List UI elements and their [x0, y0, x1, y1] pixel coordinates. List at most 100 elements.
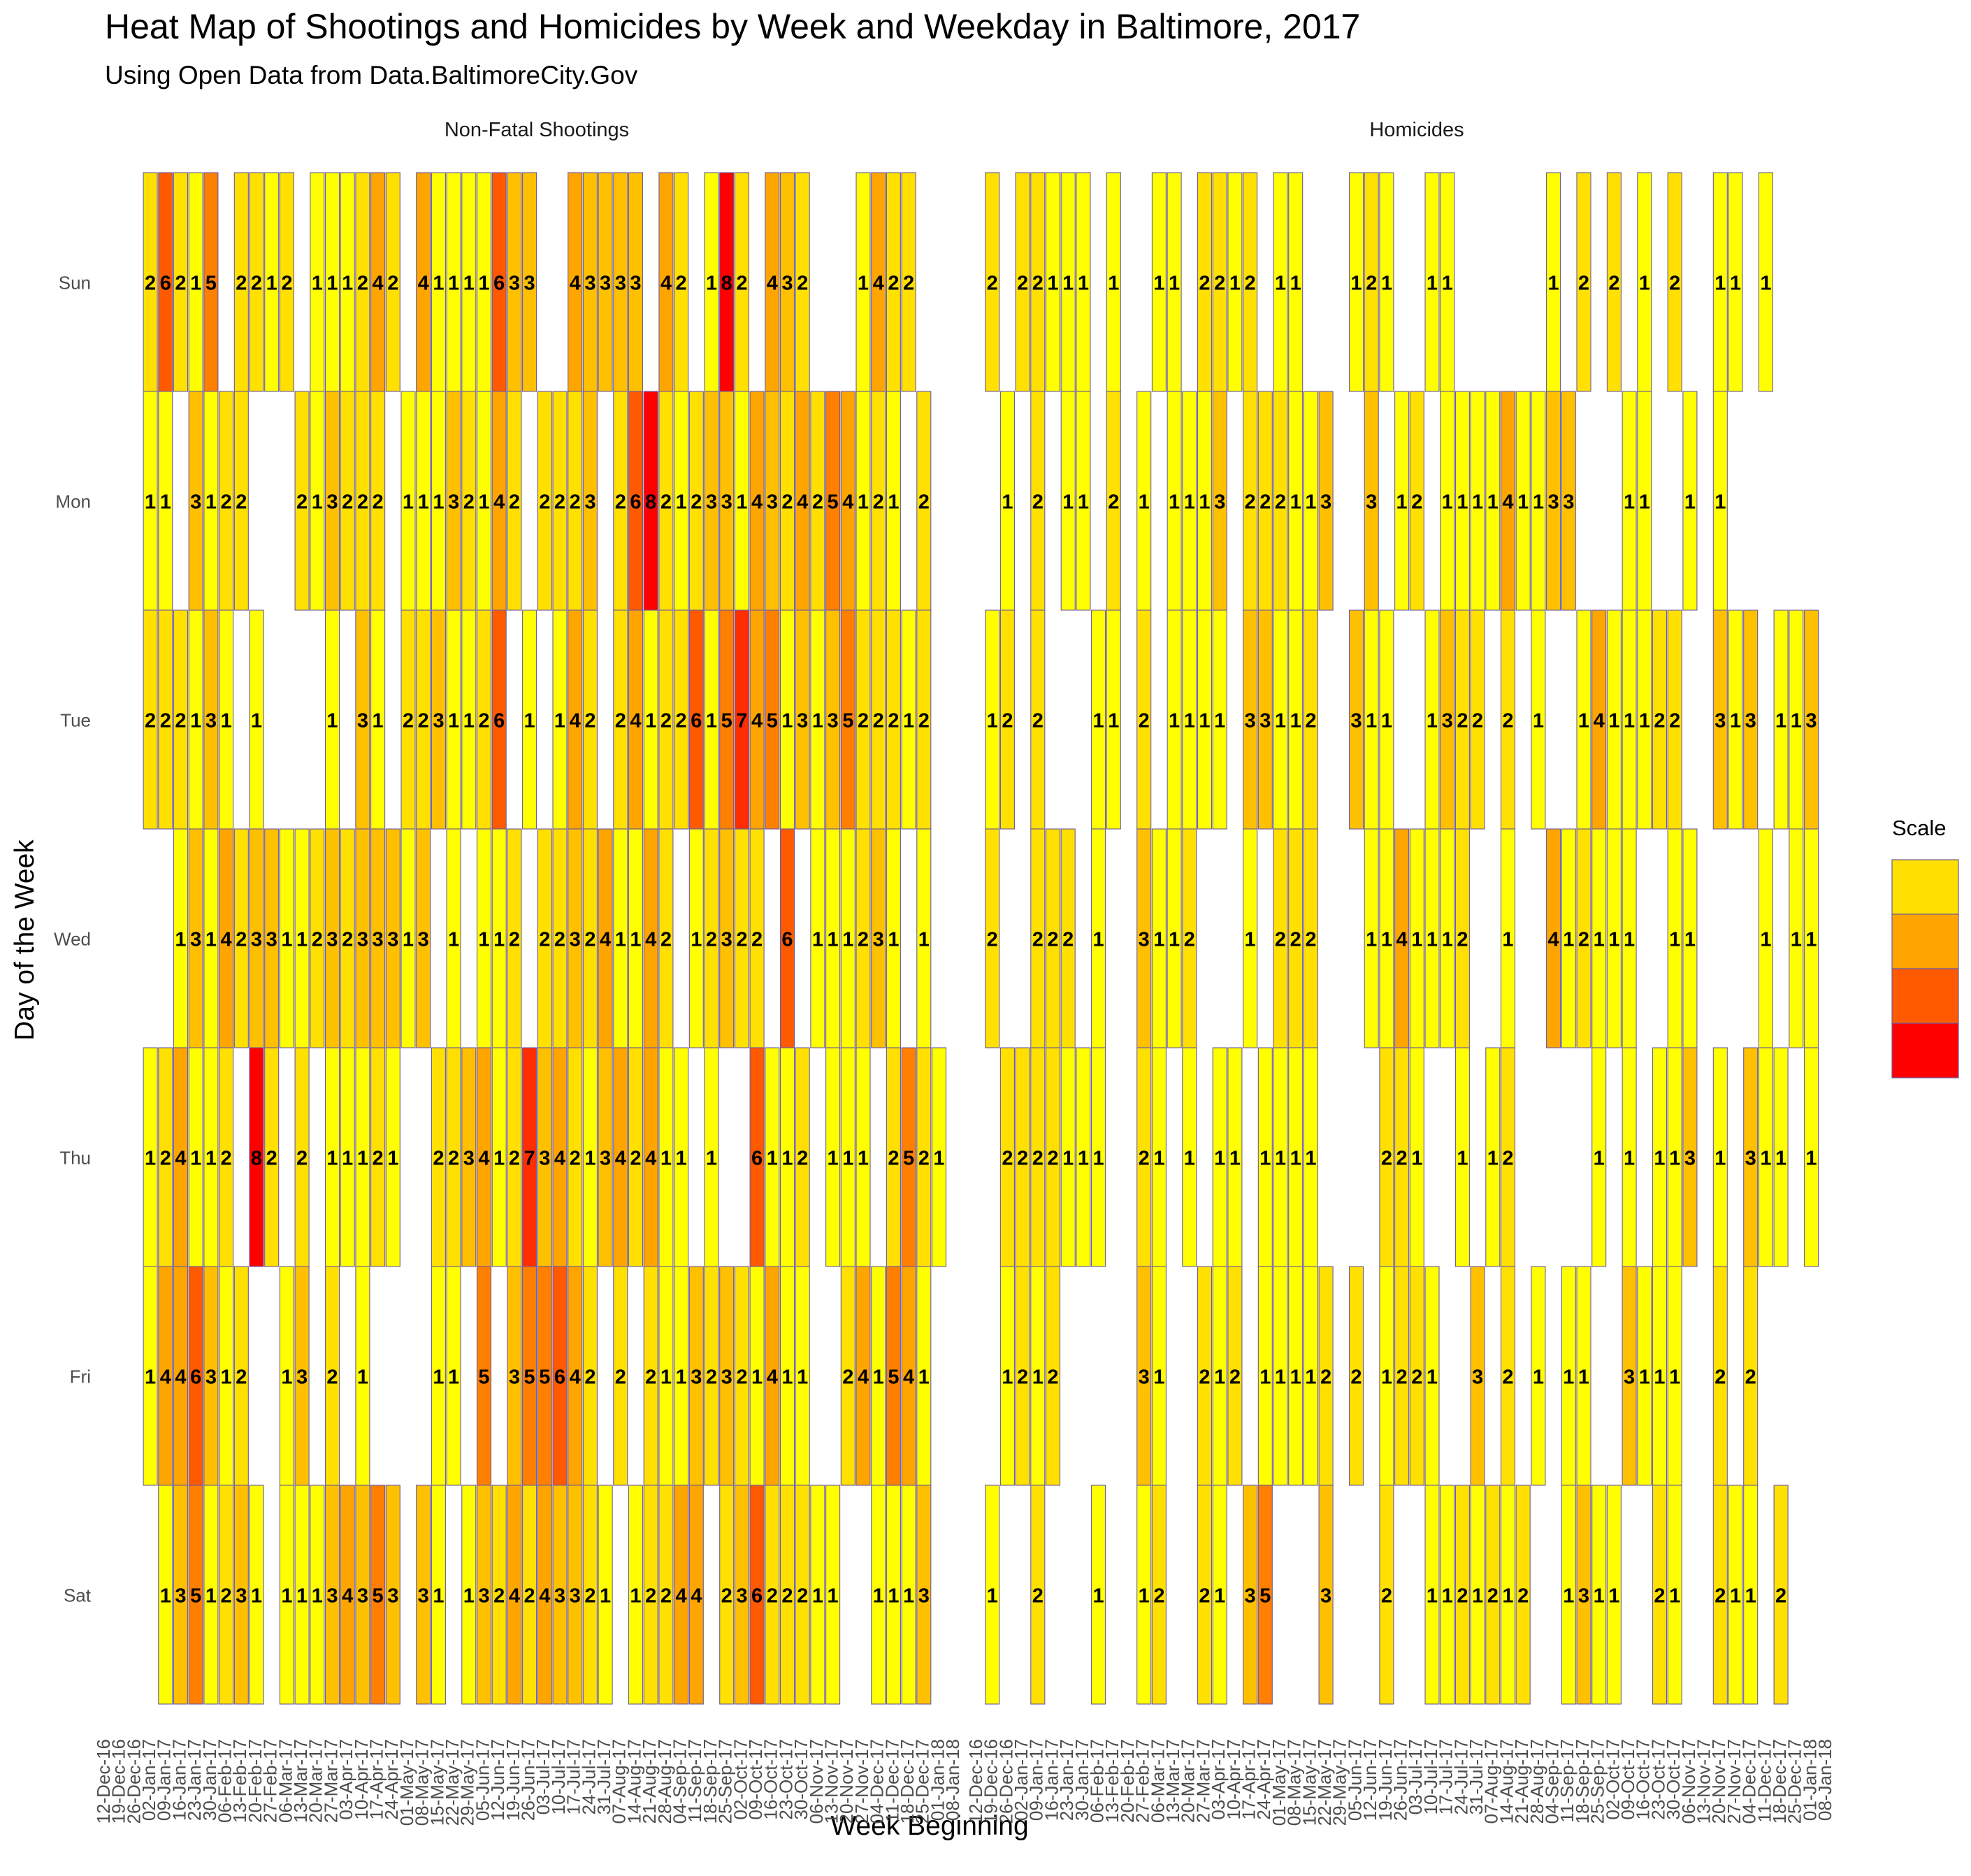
tile-value: 1	[1714, 1148, 1726, 1170]
tile-value: 2	[706, 1366, 717, 1389]
tile-value: 2	[1457, 1585, 1468, 1608]
tile-value: 2	[145, 710, 156, 733]
tile-value: 1	[251, 1585, 262, 1608]
tile-value: 2	[1032, 1148, 1044, 1170]
heat-tile	[340, 1485, 355, 1705]
tile-value: 2	[1062, 929, 1074, 951]
x-tick-label: 11-Sep-17	[684, 1739, 705, 1823]
x-tick-label: 17-Jul-17	[563, 1739, 584, 1814]
heat-tile	[324, 1485, 340, 1705]
heat-tile	[264, 172, 280, 392]
tile-value: 1	[1169, 273, 1180, 295]
tile-value: 1	[281, 1366, 292, 1389]
heat-tile	[1637, 1266, 1652, 1486]
tile-value: 1	[676, 491, 687, 514]
heat-tile	[871, 1485, 886, 1705]
heat-tile	[340, 391, 355, 611]
x-tick-label: 01-Jan-18	[927, 1739, 948, 1821]
heat-tile	[734, 1485, 749, 1705]
heat-tile	[1515, 1485, 1531, 1705]
x-tick-label: 19-Jun-17	[1375, 1739, 1396, 1821]
tile-value: 1	[357, 1148, 368, 1170]
tile-value: 1	[1427, 1366, 1438, 1389]
tile-value: 2	[767, 1585, 778, 1608]
tile-value: 1	[433, 491, 444, 514]
heat-tile	[1212, 1485, 1227, 1705]
y-tick-label: Mon	[55, 491, 91, 512]
tile-value: 1	[463, 273, 475, 295]
tile-value: 2	[987, 929, 998, 951]
tile-value: 2	[1714, 1585, 1726, 1608]
tile-value: 2	[1275, 491, 1286, 514]
tile-value: 2	[1199, 273, 1210, 295]
tile-value: 3	[1684, 1148, 1696, 1170]
tile-value: 1	[1275, 1366, 1286, 1389]
tile-value: 2	[387, 273, 398, 295]
tile-value: 1	[660, 1148, 672, 1170]
legend-swatch	[1891, 968, 1959, 1024]
tile-value: 2	[509, 1148, 520, 1170]
x-tick-label: 09-Oct-17	[1617, 1739, 1638, 1820]
tile-value: 2	[221, 1585, 232, 1608]
tile-value: 4	[1396, 929, 1408, 951]
heat-tile	[219, 1485, 234, 1705]
y-tick-label: Wed	[54, 929, 91, 950]
tile-value: 1	[1214, 1585, 1225, 1608]
tile-value: 1	[478, 273, 489, 295]
heat-tile	[688, 1485, 704, 1705]
heat-tile	[340, 1047, 355, 1267]
x-tick-label: 30-Jan-17	[199, 1739, 220, 1821]
x-tick-label: 08-Jan-18	[942, 1739, 963, 1821]
x-tick-label: 01-May-17	[396, 1739, 417, 1826]
tile-value: 2	[326, 1366, 338, 1389]
tile-value: 2	[903, 273, 914, 295]
tile-value: 1	[1578, 710, 1589, 733]
x-tick-label: 23-Jan-17	[184, 1739, 205, 1821]
legend-title: Scale	[1892, 816, 1947, 840]
tile-value: 1	[781, 1148, 793, 1170]
tile-value: 6	[493, 273, 505, 295]
heat-tile	[310, 828, 325, 1048]
heat-tile	[1773, 609, 1789, 830]
x-tick-label: 27-Feb-17	[1132, 1739, 1153, 1823]
tile-value: 5	[767, 710, 778, 733]
tile-value: 1	[751, 1366, 763, 1389]
tile-value: 3	[418, 929, 429, 951]
tile-value: 2	[175, 273, 186, 295]
tile-value: 1	[1214, 1366, 1225, 1389]
heat-tile	[901, 1485, 916, 1705]
heat-tile	[1318, 1485, 1334, 1705]
tile-value: 1	[1169, 710, 1180, 733]
tile-value: 1	[918, 929, 930, 951]
tile-value: 4	[660, 273, 672, 295]
tile-value: 2	[1002, 710, 1013, 733]
tile-value: 1	[903, 710, 914, 733]
tile-value: 1	[1290, 273, 1301, 295]
x-tick-label: 28-Aug-17	[1526, 1739, 1547, 1824]
tile-value: 1	[1548, 273, 1559, 295]
tile-value: 1	[888, 491, 899, 514]
tile-value: 2	[493, 1585, 505, 1608]
heat-tile	[1151, 1485, 1167, 1705]
tile-value: 2	[357, 491, 368, 514]
tile-value: 1	[145, 491, 156, 514]
tile-value: 1	[1624, 491, 1635, 514]
heat-tile	[901, 609, 916, 830]
tile-value: 2	[1654, 710, 1665, 733]
x-tick-label: 18-Sep-17	[700, 1739, 721, 1824]
tile-value: 8	[721, 273, 732, 295]
heat-tile	[1167, 828, 1182, 1048]
heat-tile	[1440, 1485, 1455, 1705]
heat-tile	[1424, 172, 1440, 392]
heat-tile	[1015, 1266, 1030, 1486]
heat-tile	[1561, 1485, 1576, 1705]
tile-value: 2	[1472, 710, 1483, 733]
x-tick-label: 05-Jun-17	[1344, 1739, 1365, 1821]
heat-tile	[1409, 1266, 1424, 1486]
tile-value: 4	[842, 491, 853, 514]
tile-value: 1	[478, 491, 489, 514]
tile-value: 1	[858, 273, 869, 295]
tile-value: 3	[524, 273, 535, 295]
tile-value: 1	[1275, 710, 1286, 733]
tile-value: 3	[1366, 491, 1377, 514]
